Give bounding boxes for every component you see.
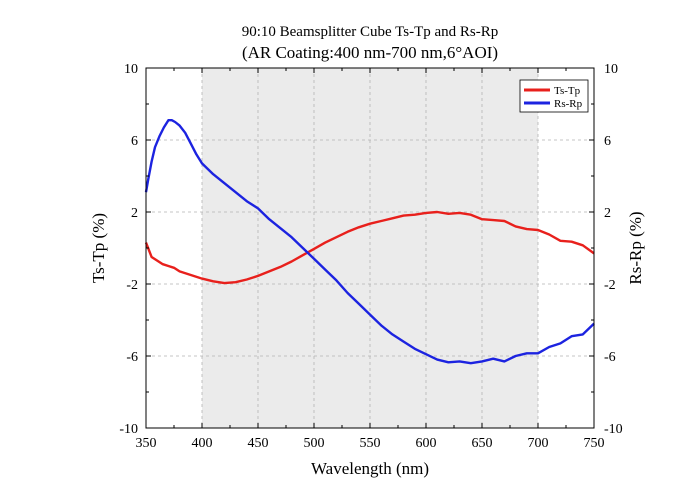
- x-tick-label: 350: [136, 436, 157, 451]
- y-tick-label-left: -2: [126, 278, 138, 293]
- y-tick-label-right: 10: [604, 62, 618, 77]
- x-tick-label: 400: [192, 436, 213, 451]
- y-tick-label-left: -10: [119, 422, 138, 437]
- y-tick-label-left: 2: [131, 206, 138, 221]
- legend-label-ts-tp: Ts-Tp: [554, 85, 581, 97]
- y-axis-label-right: Rs-Rp (%): [626, 211, 645, 284]
- x-tick-label: 450: [248, 436, 269, 451]
- y-tick-label-left: -6: [126, 350, 138, 365]
- chart-title: 90:10 Beamsplitter Cube Ts-Tp and Rs-Rp: [242, 24, 499, 40]
- y-tick-label-right: 2: [604, 206, 611, 221]
- x-tick-label: 600: [416, 436, 437, 451]
- x-tick-label: 700: [528, 436, 549, 451]
- y-tick-label-right: 6: [604, 134, 611, 149]
- x-tick-label: 750: [584, 436, 605, 451]
- y-tick-label-right: -2: [604, 278, 616, 293]
- y-tick-label-left: 10: [124, 62, 138, 77]
- chart-subtitle: (AR Coating:400 nm-700 nm,6°AOI): [242, 43, 498, 62]
- y-tick-label-left: 6: [131, 134, 138, 149]
- x-tick-label: 500: [304, 436, 325, 451]
- legend-label-rs-rp: Rs-Rp: [554, 98, 583, 110]
- x-axis-label: Wavelength (nm): [311, 459, 429, 478]
- y-tick-label-right: -6: [604, 350, 616, 365]
- x-tick-label: 650: [472, 436, 493, 451]
- y-axis-label-left: Ts-Tp (%): [89, 213, 108, 283]
- x-tick-label: 550: [360, 436, 381, 451]
- y-tick-label-right: -10: [604, 422, 623, 437]
- chart: 90:10 Beamsplitter Cube Ts-Tp and Rs-Rp …: [0, 0, 700, 498]
